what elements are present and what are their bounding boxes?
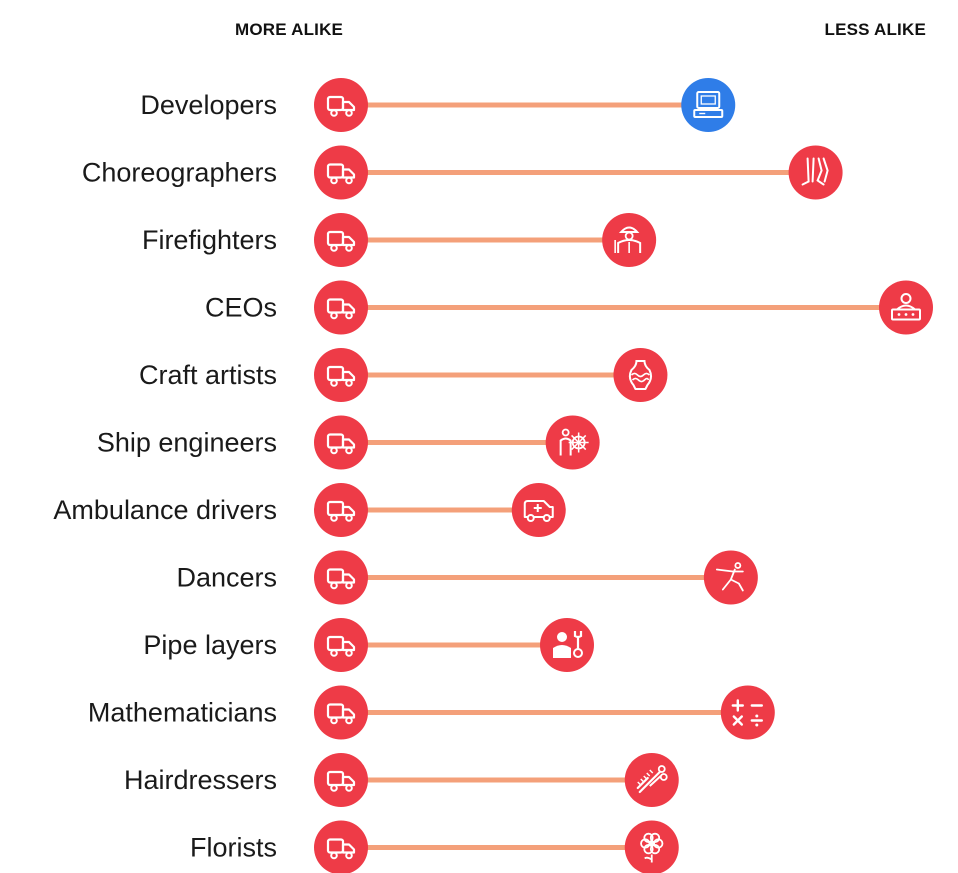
truck-icon bbox=[326, 770, 356, 792]
row-label-ceos: CEOs bbox=[205, 293, 277, 323]
computer-icon bbox=[693, 91, 724, 118]
scissors-comb-icon bbox=[636, 765, 668, 794]
math-icon bbox=[731, 699, 763, 727]
reference-dot-ambulance-drivers bbox=[314, 483, 368, 537]
vase-icon bbox=[628, 360, 653, 390]
wrench-worker-icon bbox=[553, 631, 583, 658]
reference-dot-craft-artists bbox=[314, 348, 368, 402]
reference-dot-pipe-layers bbox=[314, 618, 368, 672]
occupation-dot-choreographers bbox=[788, 145, 843, 200]
truck-icon bbox=[326, 298, 356, 320]
row-label-hairdressers: Hairdressers bbox=[124, 765, 277, 795]
row-label-choreographers: Choreographers bbox=[82, 158, 277, 188]
reference-dot-ceos bbox=[314, 280, 368, 335]
ambulance-icon bbox=[523, 500, 554, 522]
truck-icon bbox=[326, 635, 356, 657]
reference-dot-hairdressers bbox=[314, 753, 368, 807]
reference-dot-florists bbox=[314, 820, 368, 873]
row-label-craft-artists: Craft artists bbox=[139, 360, 277, 390]
occupation-dot-ceos bbox=[879, 280, 933, 335]
reference-dot-developers bbox=[314, 78, 368, 132]
row-label-ambulance-drivers: Ambulance drivers bbox=[53, 495, 277, 525]
row-label-ship-engineers: Ship engineers bbox=[97, 428, 277, 458]
truck-icon bbox=[326, 838, 356, 860]
legs-icon bbox=[801, 157, 829, 186]
occupation-dot-pipe-layers bbox=[540, 618, 594, 672]
occupation-dot-mathematicians bbox=[720, 685, 775, 740]
truck-icon bbox=[326, 703, 356, 725]
row-label-florists: Florists bbox=[190, 833, 277, 863]
truck-icon bbox=[326, 365, 356, 387]
ship-engineer-icon bbox=[559, 428, 589, 456]
truck-icon bbox=[326, 163, 356, 185]
row-label-pipe-layers: Pipe layers bbox=[143, 630, 277, 660]
truck-icon bbox=[326, 433, 356, 455]
occupation-dot-developers bbox=[681, 78, 736, 132]
row-label-developers: Developers bbox=[140, 90, 277, 120]
more-alike-header: MORE ALIKE bbox=[235, 20, 344, 39]
firefighter-icon bbox=[614, 226, 642, 253]
reference-dot-dancers bbox=[314, 550, 368, 605]
reference-dot-mathematicians bbox=[314, 685, 368, 740]
reference-dot-ship-engineers bbox=[314, 415, 368, 470]
truck-icon bbox=[326, 95, 356, 117]
flower-icon bbox=[640, 832, 664, 863]
row-label-dancers: Dancers bbox=[176, 563, 277, 593]
reference-dot-firefighters bbox=[314, 213, 368, 267]
occupation-dot-craft-artists bbox=[613, 348, 668, 402]
truck-icon bbox=[326, 568, 356, 590]
row-label-mathematicians: Mathematicians bbox=[88, 698, 277, 728]
truck-icon bbox=[326, 500, 356, 522]
presenter-icon bbox=[891, 293, 921, 321]
row-label-firefighters: Firefighters bbox=[142, 225, 277, 255]
dancer-icon bbox=[715, 562, 744, 592]
truck-icon bbox=[326, 230, 356, 252]
reference-dot-choreographers bbox=[314, 145, 368, 200]
less-alike-header: LESS ALIKE bbox=[824, 20, 926, 39]
